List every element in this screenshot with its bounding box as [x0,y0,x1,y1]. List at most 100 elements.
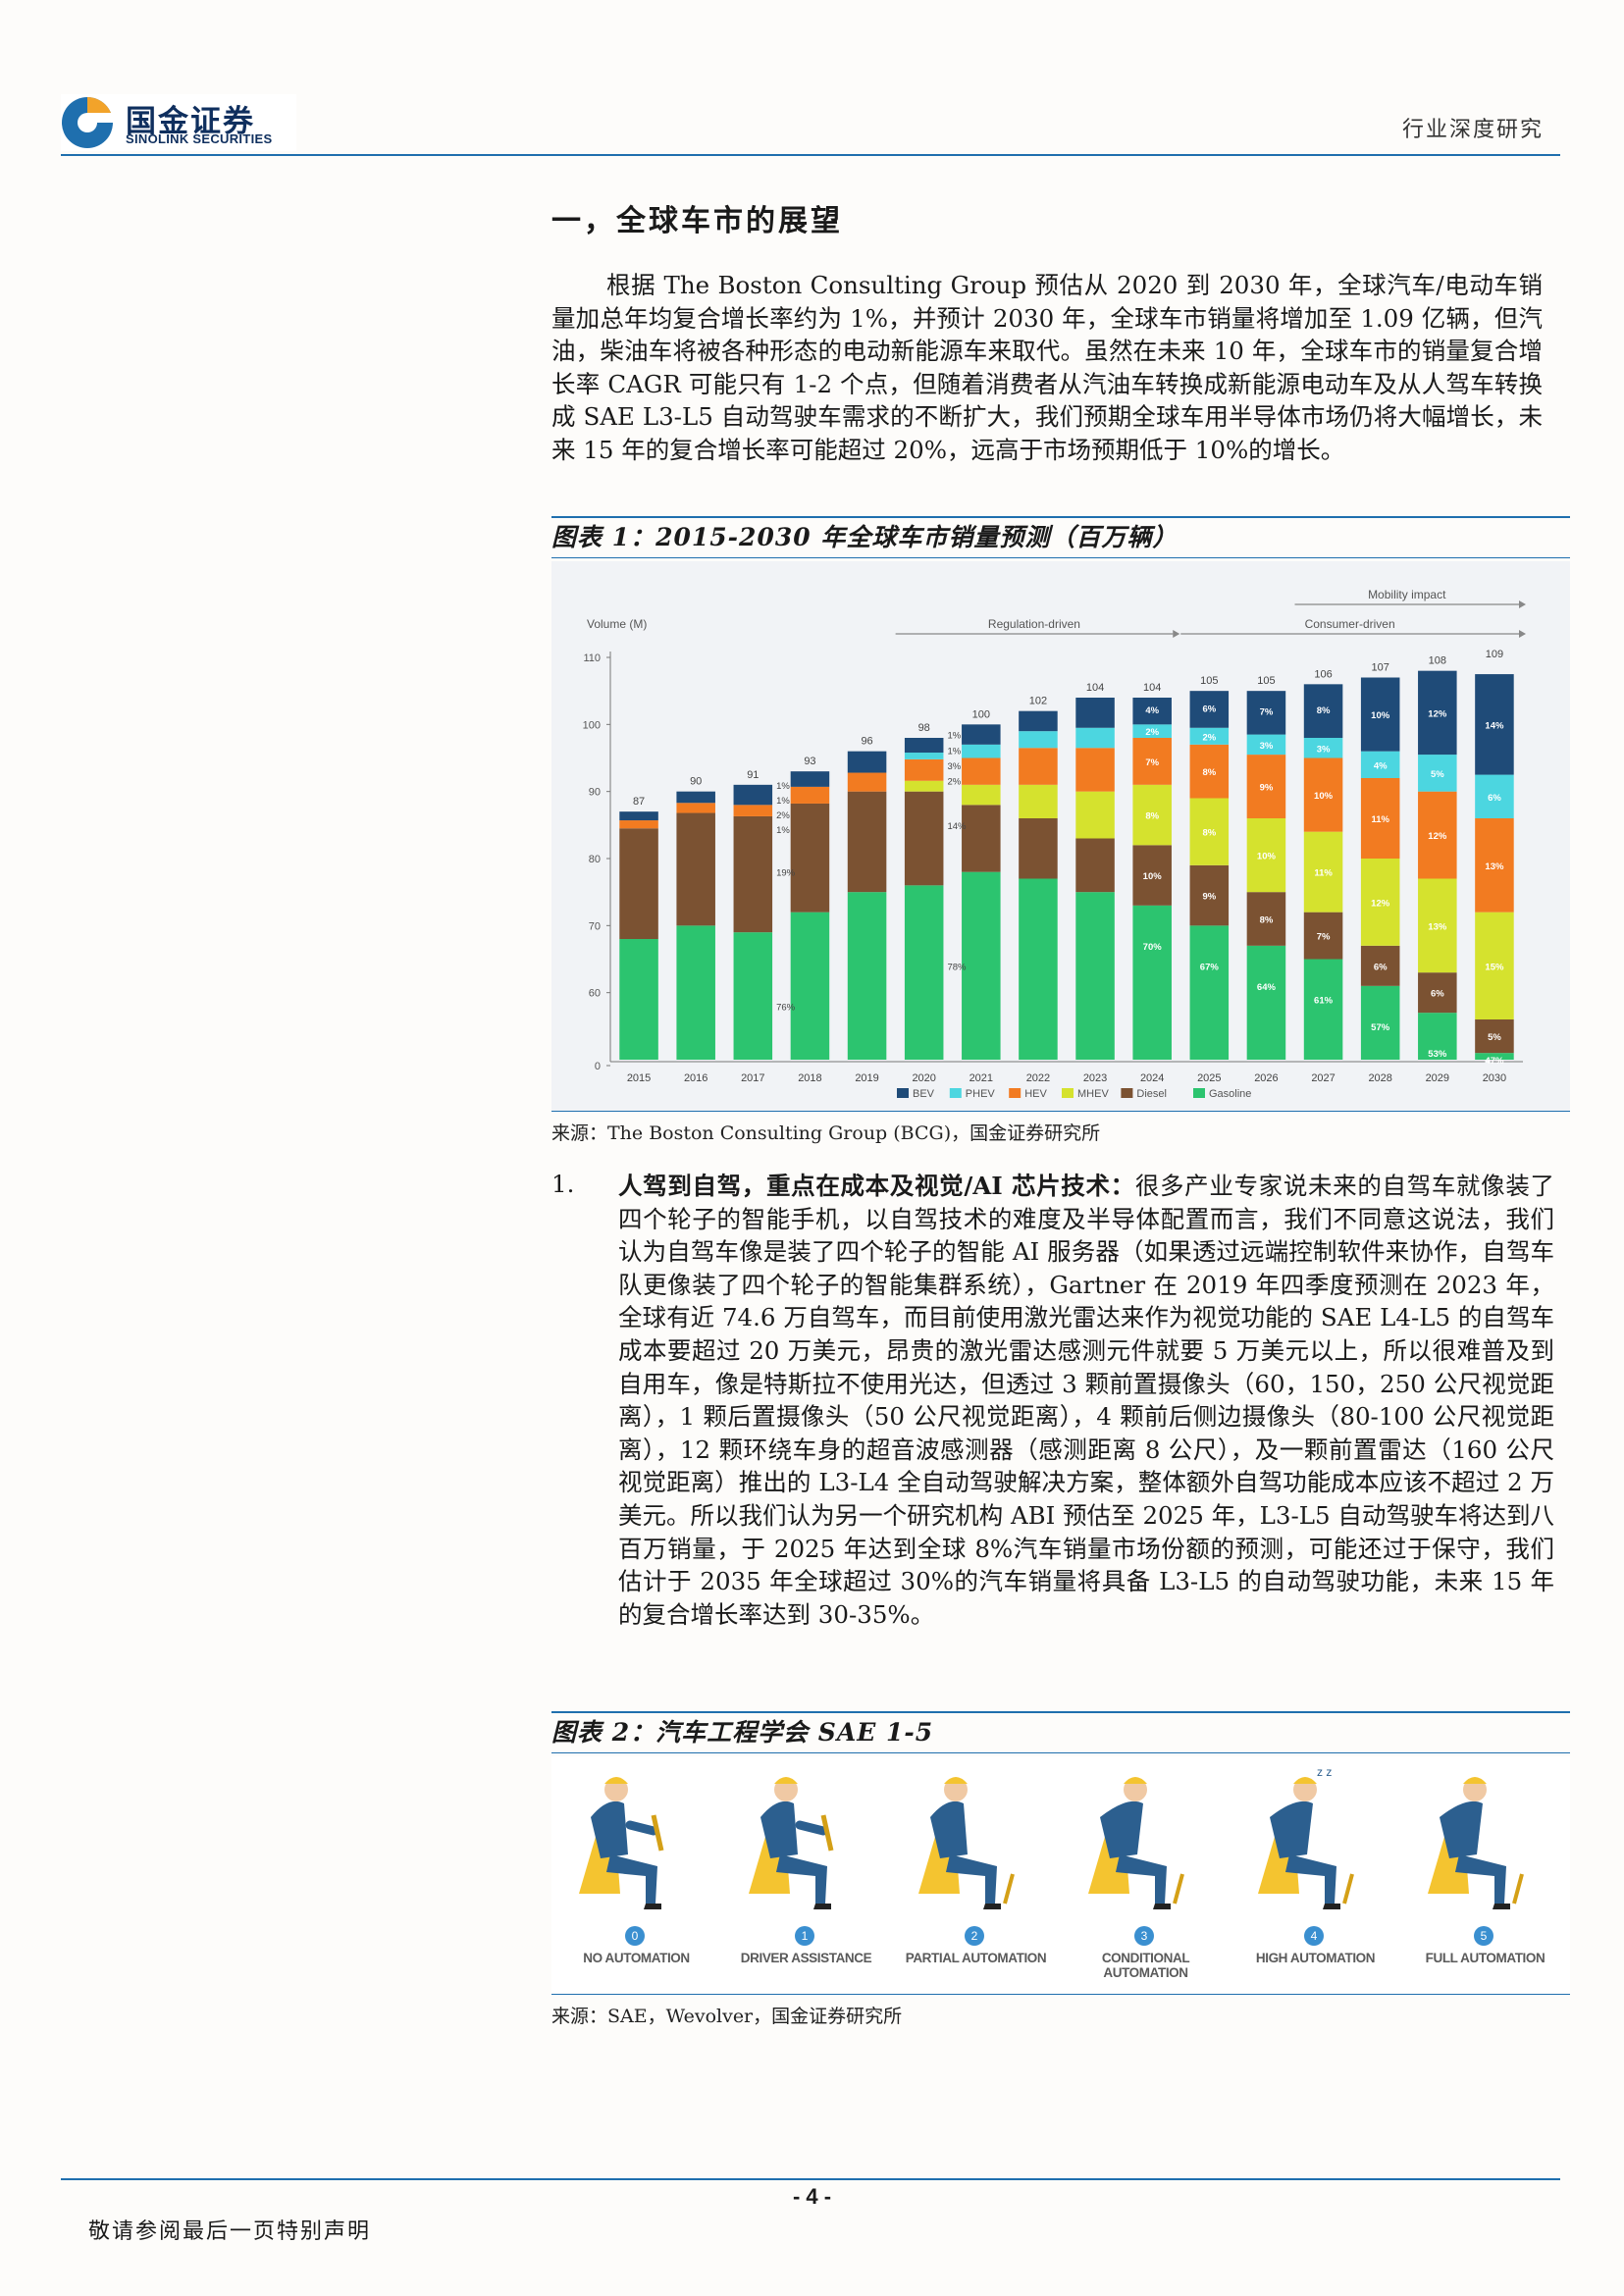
list-item-paragraph: 人驾到自驾，重点在成本及视觉/AI 芯片技术：很多产业专家说未来的自驾车就像装了… [618,1170,1554,1631]
bar-segment-hev-2022 [1019,748,1058,785]
bar-segment-hev-2016 [676,803,715,813]
segment-label-gasoline: 53% [1428,1049,1447,1060]
segment-callout-label: 1% [776,796,790,807]
legend-label-phev: PHEV [966,1088,996,1100]
bar-segment-phev-2020 [904,753,944,759]
figure2-bottom-rule [551,1994,1570,1995]
segment-label-hev: 9% [1260,783,1274,794]
driver-figure-icon [579,1777,664,1909]
bar-segment-bev-2029 [1418,670,1457,756]
segment-label-mhev: 10% [1257,852,1277,862]
sae-level-2: 2 PARTIAL AUTOMATION [891,1756,1061,1994]
segment-label-gasoline: 61% [1314,996,1334,1007]
bar-total-label: 106 [1314,668,1332,680]
segment-label-phev: 3% [1317,744,1331,755]
segment-label-gasoline: 57% [1371,1022,1390,1033]
list-item-lead: 人驾到自驾，重点在成本及视觉/AI 芯片技术： [618,1172,1135,1200]
y-tick-label: 60 [589,988,601,1000]
sae-level-label: NO AUTOMATION [583,1951,690,1965]
segment-label-phev: 3% [1260,741,1274,752]
sae-level-4: z z 4 HIGH AUTOMATION [1231,1756,1400,1994]
legend-swatch-diesel [1121,1088,1133,1098]
segment-callout-label: 1% [776,781,790,792]
bar-segment-hev-2015 [619,820,658,829]
x-tick-label: 2029 [1426,1072,1449,1084]
segment-callout-label: 76% [776,1002,796,1013]
segment-label-mhev: 13% [1428,921,1447,932]
mobility-impact-arrowhead [1519,600,1526,608]
figure2-top-rule [551,1711,1570,1713]
bar-segment-bev-2018 [790,771,830,787]
bar-segment-diesel-2028 [1360,945,1400,986]
segment-label-bev: 7% [1260,707,1274,718]
segment-label-bev: 4% [1145,705,1159,716]
bar-segment-diesel-2021 [962,805,1001,872]
segment-label-diesel: 6% [1431,989,1444,1000]
consumer-driven-label: Consumer-driven [1305,617,1395,631]
consumer-driven-arrowhead [1519,630,1526,638]
segment-label-hev: 7% [1145,757,1159,768]
intro-paragraph: 根据 The Boston Consulting Group 预估从 2020 … [551,271,1543,464]
bar-segment-hev-2020 [904,758,944,781]
bar-total-label: 104 [1086,682,1104,694]
segment-callout-label: 2% [776,810,790,821]
driver-figure-icon [918,1777,1015,1909]
sae-level-0: 0 NO AUTOMATION [551,1756,721,1994]
bar-segment-diesel-2022 [1019,818,1058,879]
bar-segment-hev-2017 [733,805,773,816]
bar-segment-diesel-2023 [1075,838,1115,893]
figure1-title-rule [551,557,1570,558]
x-tick-label: 2016 [684,1072,707,1084]
bar-segment-hev-2024 [1132,738,1172,785]
legend-label-mhev: MHEV [1077,1088,1109,1100]
segment-callout-label: 1% [947,731,961,742]
bar-total-label: 104 [1143,682,1161,694]
legend-label-gasoline: Gasoline [1209,1088,1251,1100]
segment-label-hev: 8% [1202,767,1216,778]
sae-level-5: 5 FULL AUTOMATION [1400,1756,1570,1994]
x-tick-label: 2023 [1083,1072,1107,1084]
bar-segment-mhev-2020 [904,780,944,792]
segment-callout-label: 1% [776,825,790,836]
page-number: - 4 - [792,2184,832,2209]
x-tick-label: 2027 [1311,1072,1335,1084]
segment-label-bev: 6% [1202,704,1216,714]
list-item-body: 很多产业专家说未来的自驾车就像装了四个轮子的智能手机，以自驾技术的难度及半导体配… [618,1172,1554,1629]
bar-segment-diesel-2018 [790,803,830,913]
segment-label-diesel: 8% [1260,915,1274,926]
bar-segment-hev-2025 [1189,744,1230,799]
figure1-top-rule [551,516,1570,518]
sae-level-label: PARTIAL AUTOMATION [905,1951,1047,1965]
segment-label-phev: 2% [1145,727,1159,738]
bar-total-label: 102 [1029,696,1047,707]
bar-segment-bev-2015 [619,811,658,821]
bar-segment-diesel-2017 [733,815,773,933]
y-tick-label: 100 [583,719,601,731]
bar-total-label: 87 [633,796,645,808]
bar-segment-gasoline-2018 [790,912,830,1060]
document-type: 行业深度研究 [1401,118,1544,142]
regulation-driven-label: Regulation-driven [988,617,1080,631]
segment-label-phev: 5% [1431,769,1444,780]
y-tick-label: 110 [583,652,601,664]
bar-segment-hev-2023 [1075,748,1115,792]
bar-segment-bev-2019 [847,751,887,773]
bar-segment-gasoline-2028 [1360,985,1400,1060]
segment-label-hev: 10% [1314,791,1334,802]
bar-segment-diesel-2016 [676,812,715,926]
x-tick-label: 2022 [1026,1072,1050,1084]
x-tick-label: 2017 [741,1072,764,1084]
bar-segment-gasoline-2015 [619,939,658,1060]
bar-total-label: 105 [1200,675,1218,687]
bar-segment-bev-2020 [904,738,944,754]
bar-segment-mhev-2021 [962,784,1001,806]
driver-figure-icon [1428,1777,1524,1909]
bar-segment-gasoline-2029 [1418,1013,1457,1060]
bar-segment-bev-2021 [962,724,1001,745]
segment-label-phev: 2% [1202,732,1216,743]
brand-logo: 国金证券 SINOLINK SECURITIES [61,94,296,151]
bar-segment-bev-2026 [1246,691,1286,735]
bar-total-label: 96 [861,736,872,748]
x-tick-label: 2015 [627,1072,651,1084]
bar-segment-hev-2021 [962,757,1001,785]
